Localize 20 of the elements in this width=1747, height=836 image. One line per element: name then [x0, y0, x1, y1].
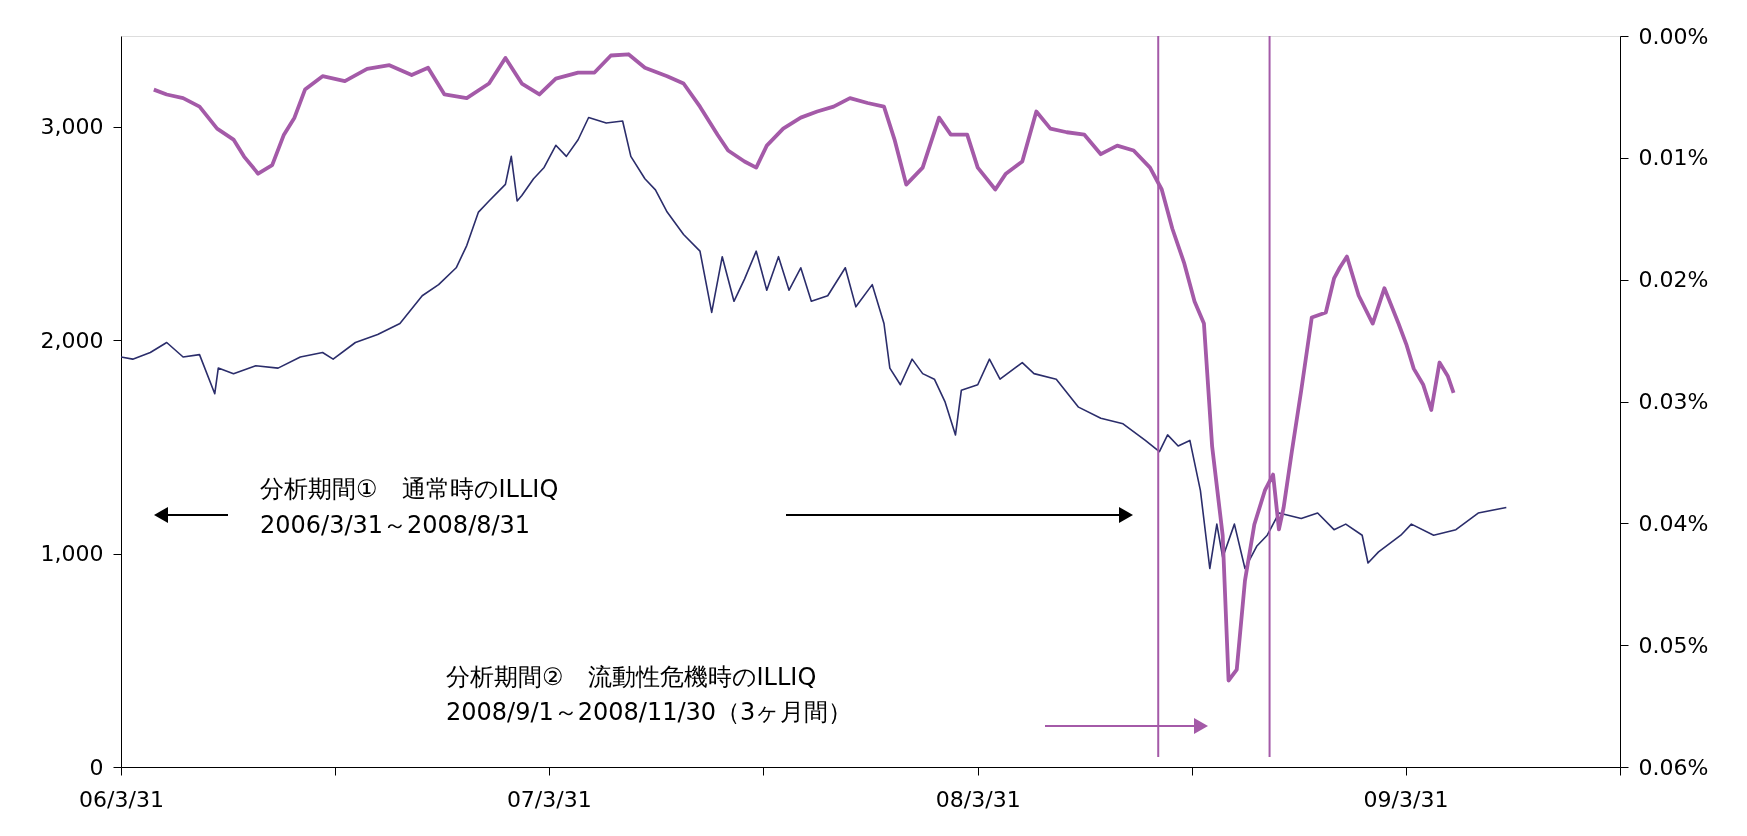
- x-tick-label: 06/3/31: [79, 786, 164, 812]
- y2-tick-label: 0.01%: [1638, 145, 1709, 171]
- y-tick-label: 1,000: [40, 541, 104, 567]
- y2-tick-label: 0.00%: [1638, 23, 1709, 49]
- y2-tick-label: 0.02%: [1638, 267, 1709, 293]
- y-tick-label: 0: [89, 754, 104, 780]
- y2-tick-label: 0.05%: [1638, 632, 1709, 658]
- x-tick-label: 08/3/31: [935, 786, 1021, 812]
- annotation: 分析期間② 流動性危機時のILLIQ: [446, 663, 817, 691]
- y-tick-label: 2,000: [40, 327, 104, 353]
- annotation: 分析期間① 通常時のILLIQ: [260, 475, 559, 503]
- y2-tick-label: 0.04%: [1638, 510, 1709, 536]
- x-tick-label: 09/3/31: [1363, 786, 1449, 812]
- y-tick-label: 3,000: [40, 114, 104, 140]
- y2-tick-label: 0.06%: [1638, 754, 1709, 780]
- annotation: 2008/9/1～2008/11/30（3ヶ月間）: [446, 698, 853, 726]
- x-tick-label: 07/3/31: [506, 786, 592, 812]
- annotation: 2006/3/31～2008/8/31: [260, 511, 531, 539]
- line-series: [121, 116, 1508, 570]
- y2-tick-label: 0.03%: [1638, 389, 1709, 414]
